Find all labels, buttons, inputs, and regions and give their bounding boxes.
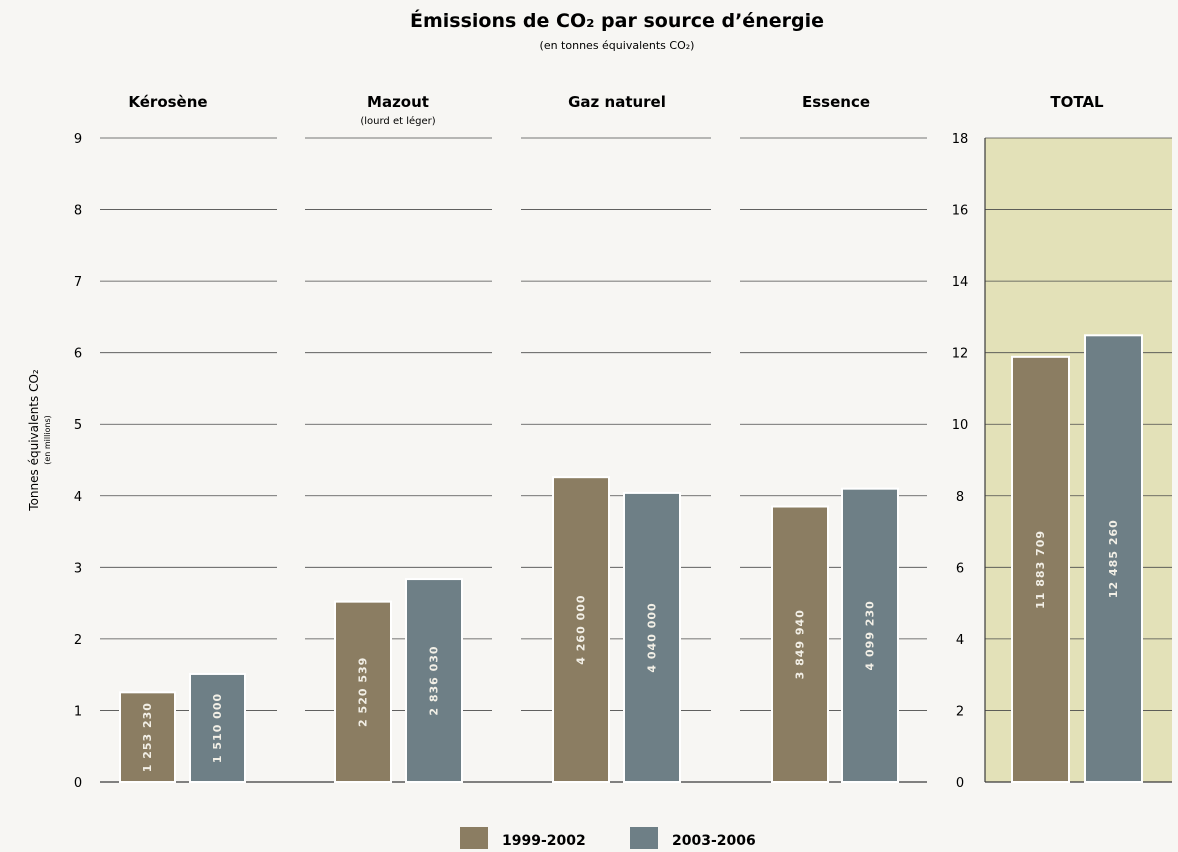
- y-tick-label: 6: [956, 561, 964, 576]
- y-tick-label: 16: [952, 204, 969, 219]
- y-axis-label: Tonnes équivalents CO₂: [27, 369, 41, 512]
- category-note: (lourd et léger): [360, 115, 435, 127]
- y-tick-label: 0: [956, 776, 964, 791]
- y-tick-label: 4: [74, 490, 82, 505]
- bar-value-label: 1 510 000: [211, 693, 224, 763]
- category-label: Kérosène: [128, 93, 207, 111]
- y-tick-label: 10: [952, 418, 969, 433]
- bar-value-label: 4 260 000: [575, 594, 588, 664]
- bar: [771, 505, 829, 783]
- y-tick-label: 8: [74, 204, 82, 219]
- bar: [405, 578, 463, 783]
- y-tick-label: 3: [74, 561, 82, 576]
- legend-label: 2003-2006: [672, 833, 756, 849]
- y-tick-label: 12: [952, 347, 969, 362]
- legend-label: 1999-2002: [502, 833, 586, 849]
- bar-value-label: 4 099 230: [864, 600, 877, 670]
- bar-value-label: 11 883 709: [1034, 530, 1047, 609]
- category-label: TOTAL: [1050, 93, 1104, 111]
- bar-value-label: 1 253 230: [141, 702, 154, 772]
- bar-value-label: 12 485 260: [1107, 519, 1120, 598]
- y-tick-label: 5: [74, 418, 82, 433]
- y-tick-label: 7: [74, 275, 82, 290]
- y-tick-label: 9: [74, 132, 82, 147]
- y-tick-label: 18: [952, 132, 969, 147]
- y-tick-label: 0: [74, 776, 82, 791]
- legend-swatch: [630, 827, 658, 849]
- y-tick-label: 6: [74, 347, 82, 362]
- category-label: Essence: [802, 93, 870, 111]
- bar: [1011, 355, 1070, 783]
- y-tick-label: 14: [952, 275, 969, 290]
- legend-swatch: [460, 827, 488, 849]
- chart-title: Émissions de CO₂ par source d’énergie: [410, 9, 824, 32]
- bar: [189, 672, 246, 783]
- y-tick-label: 2: [74, 633, 82, 648]
- y-axis-note: (en millions): [43, 415, 52, 465]
- bar-value-label: 3 849 940: [794, 609, 807, 679]
- category-label: Gaz naturel: [568, 93, 666, 111]
- bar-value-label: 4 040 000: [646, 602, 659, 672]
- bar: [119, 691, 176, 783]
- legend: 1999-2002 2003-2006: [460, 827, 756, 849]
- bar-value-label: 2 520 539: [357, 657, 370, 727]
- bar: [623, 491, 681, 783]
- bar: [841, 487, 899, 783]
- bar: [552, 476, 610, 783]
- category-label: Mazout: [367, 93, 429, 111]
- y-tick-label: 2: [956, 704, 964, 719]
- y-tick-label: 1: [74, 704, 82, 719]
- bar-value-label: 2 836 030: [428, 645, 441, 715]
- bar: [1084, 334, 1143, 783]
- bar: [334, 600, 392, 783]
- y-tick-label: 4: [956, 633, 964, 648]
- y-tick-label: 8: [956, 490, 964, 505]
- chart-subtitle: (en tonnes équivalents CO₂): [540, 39, 695, 52]
